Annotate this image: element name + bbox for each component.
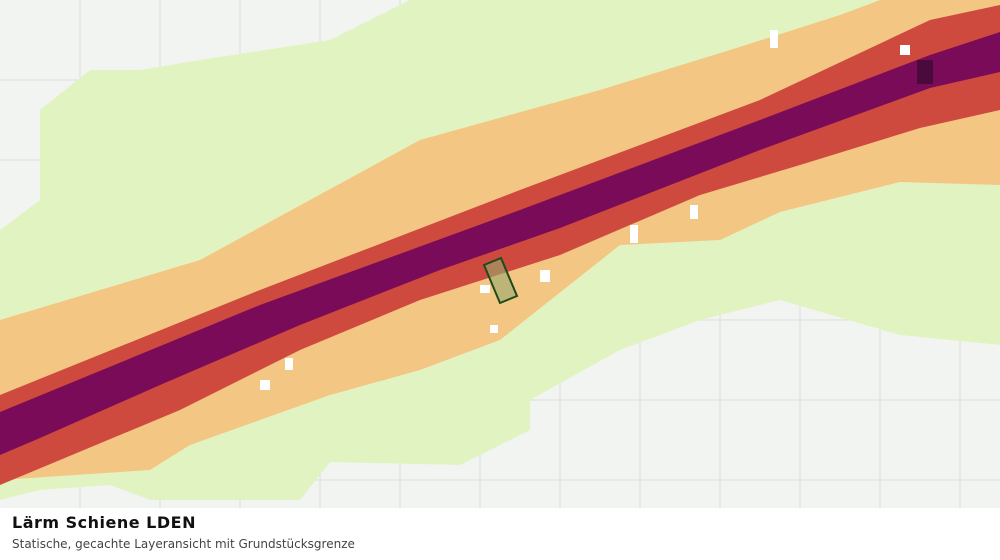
- caption: Lärm Schiene LDEN Statische, gecachte La…: [0, 508, 1000, 560]
- noise-hotspot: [917, 60, 933, 84]
- map-title: Lärm Schiene LDEN: [12, 513, 196, 532]
- parcel-boundary[interactable]: [482, 256, 519, 305]
- white-gaps: [260, 30, 910, 390]
- noise-zone-very-high: [0, 32, 1000, 455]
- map-subtitle: Statische, gecachte Layeransicht mit Gru…: [12, 537, 355, 551]
- map-view: [0, 0, 1000, 508]
